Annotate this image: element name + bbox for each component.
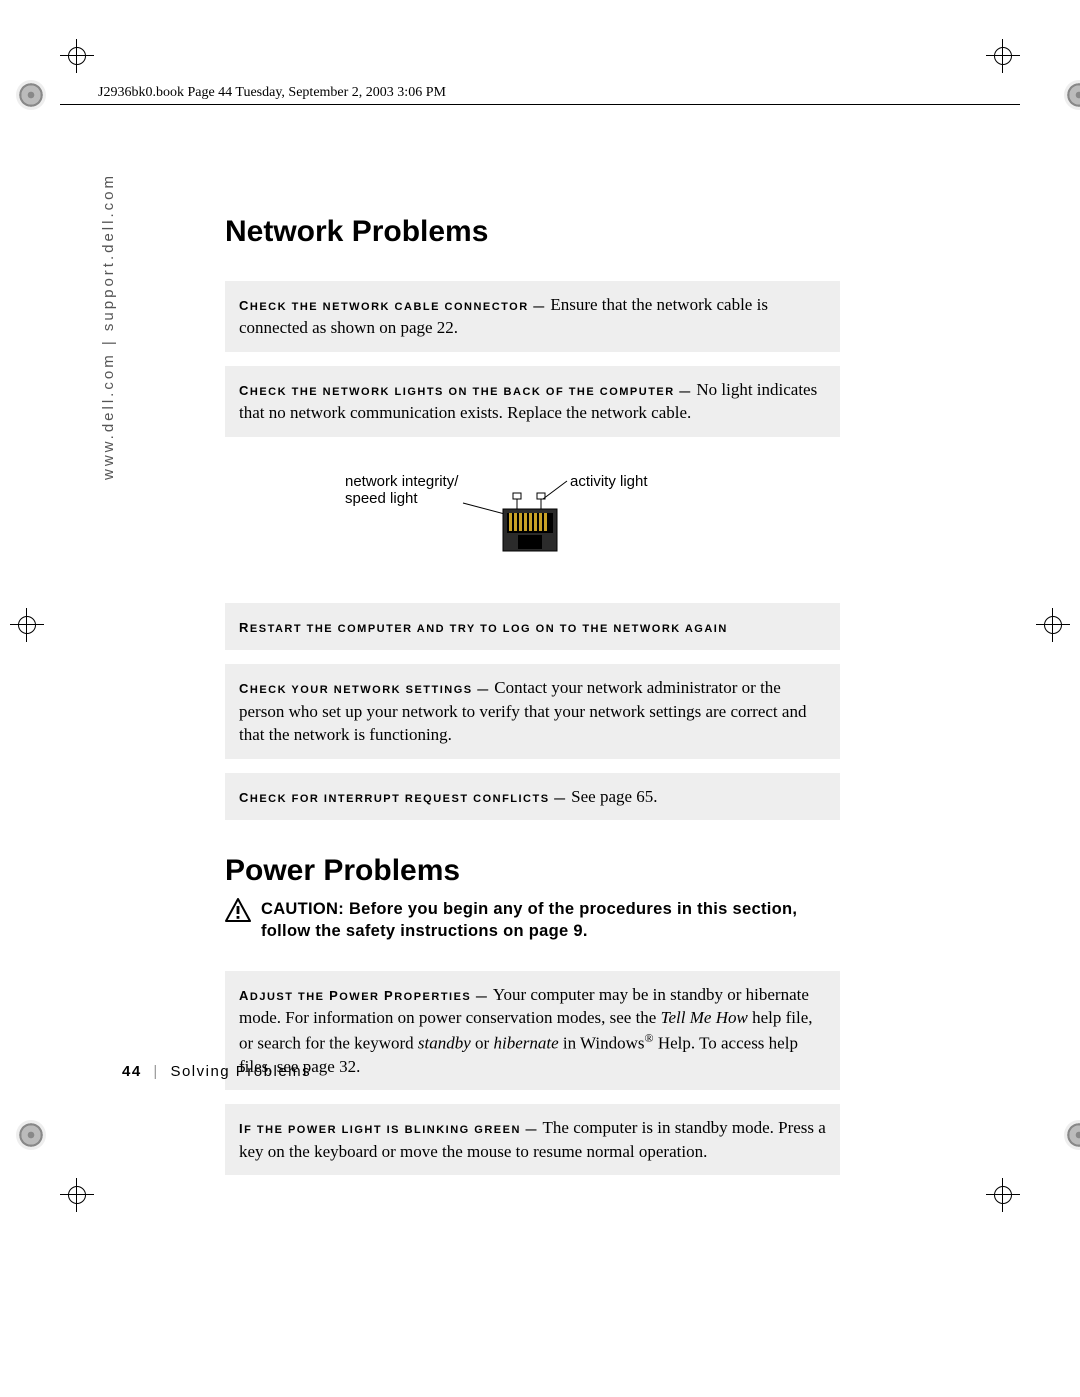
- sidebar-url: www.dell.com | support.dell.com: [100, 173, 117, 480]
- lead-cap: C: [239, 681, 250, 696]
- caution-text: CAUTION: Before you begin any of the pro…: [261, 898, 840, 943]
- lead-rest: F THE POWER LIGHT IS BLINKING GREEN —: [244, 1124, 542, 1136]
- caution-row: CAUTION: Before you begin any of the pro…: [225, 898, 840, 943]
- lead-rest: HECK THE NETWORK CABLE CONNECTOR —: [250, 301, 550, 313]
- tip-block: CHECK THE NETWORK CABLE CONNECTOR — Ensu…: [225, 281, 840, 352]
- tip-block: IF THE POWER LIGHT IS BLINKING GREEN — T…: [225, 1104, 840, 1175]
- heading-network-problems: Network Problems: [225, 215, 840, 249]
- block-body-italic: standby: [418, 1033, 471, 1052]
- heading-power-problems: Power Problems: [225, 854, 840, 888]
- lead-rest: HECK THE NETWORK LIGHTS ON THE BACK OF T…: [250, 386, 696, 398]
- lead-cap: P: [384, 988, 394, 1003]
- block-body: See page 65.: [571, 787, 657, 806]
- page-header-meta: J2936bk0.book Page 44 Tuesday, September…: [98, 85, 446, 101]
- lead-rest: DJUST THE: [250, 991, 329, 1003]
- lead-cap: P: [329, 988, 339, 1003]
- lead-rest: OWER: [339, 991, 384, 1003]
- tip-block: CHECK THE NETWORK LIGHTS ON THE BACK OF …: [225, 366, 840, 437]
- tip-block: ADJUST THE POWER PROPERTIES — Your compu…: [225, 971, 840, 1090]
- block-body-italic: Tell Me How: [661, 1008, 748, 1027]
- tip-block: RESTART THE COMPUTER AND TRY TO LOG ON T…: [225, 603, 840, 650]
- lead-cap: R: [239, 620, 250, 635]
- registered-mark: ®: [645, 1031, 654, 1045]
- page-content: Network Problems CHECK THE NETWORK CABLE…: [225, 215, 840, 1189]
- lead-rest: HECK FOR INTERRUPT REQUEST CONFLICTS —: [250, 793, 571, 805]
- block-body: or: [471, 1033, 494, 1052]
- figure-svg: [225, 451, 840, 601]
- page-footer: 44 | Solving Problems: [122, 1063, 311, 1080]
- block-body-italic: hibernate: [493, 1033, 558, 1052]
- lead-cap: C: [239, 790, 250, 805]
- footer-chapter: Solving Problems: [170, 1063, 311, 1080]
- lead-cap: C: [239, 298, 250, 313]
- tip-block: CHECK YOUR NETWORK SETTINGS — Contact yo…: [225, 664, 840, 758]
- caution-icon: [225, 898, 251, 922]
- lead-cap: C: [239, 383, 250, 398]
- network-port-figure: network integrity/ speed light activity …: [225, 451, 840, 601]
- lead-rest: ESTART THE COMPUTER AND TRY TO LOG ON TO…: [250, 623, 728, 635]
- lead-rest: HECK YOUR NETWORK SETTINGS —: [250, 684, 494, 696]
- page-number: 44: [122, 1063, 142, 1080]
- tip-block: CHECK FOR INTERRUPT REQUEST CONFLICTS — …: [225, 773, 840, 820]
- footer-separator: |: [147, 1063, 164, 1080]
- block-body: in Windows: [559, 1033, 645, 1052]
- lead-cap: A: [239, 988, 250, 1003]
- header-rule: [60, 104, 1020, 105]
- lead-rest: ROPERTIES —: [394, 991, 493, 1003]
